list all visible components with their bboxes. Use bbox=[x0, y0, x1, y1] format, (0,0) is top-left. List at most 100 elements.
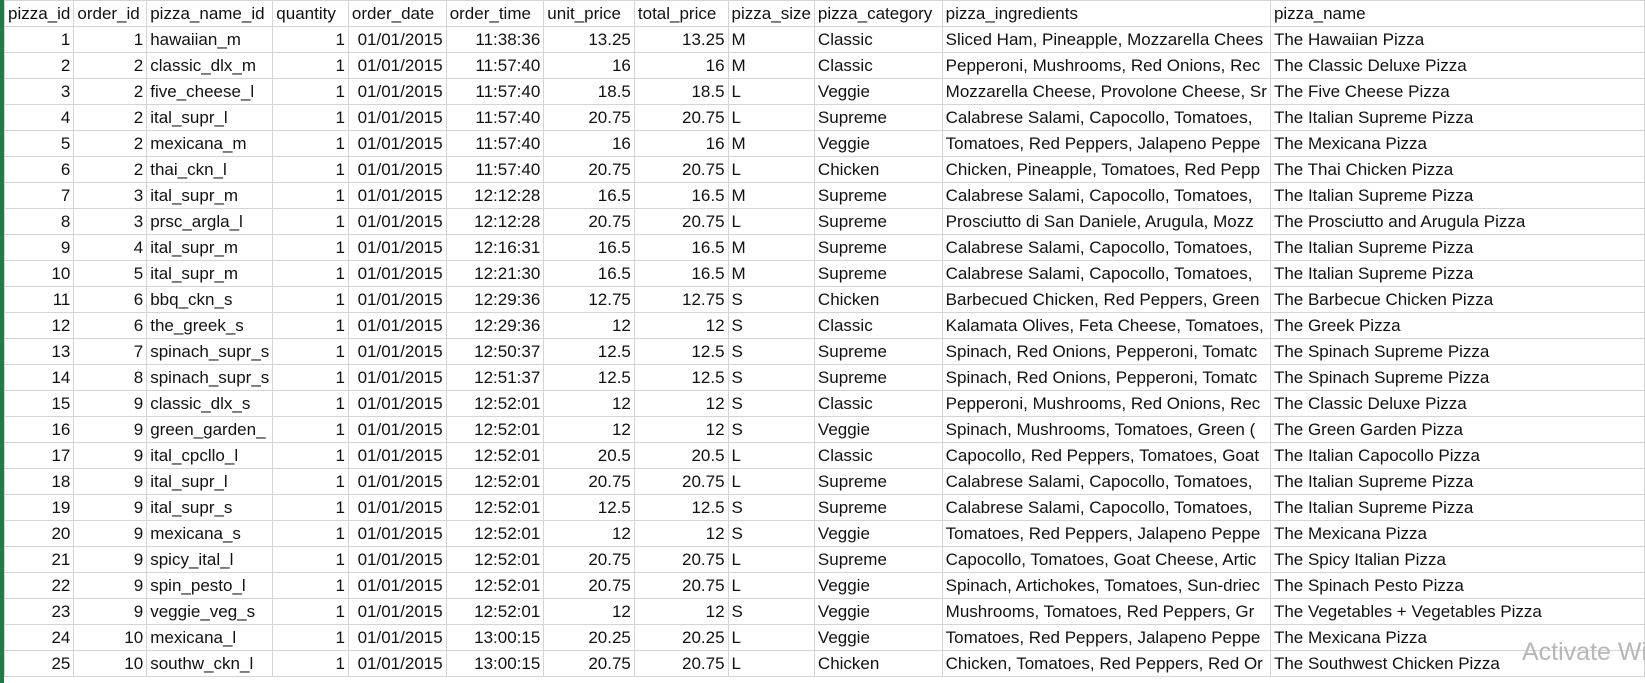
cell-order-date[interactable]: 01/01/2015 bbox=[347, 598, 447, 625]
cell-pizza-name[interactable]: The Spinach Supreme Pizza bbox=[1269, 364, 1645, 391]
cell-pizza-size[interactable]: S bbox=[727, 286, 815, 313]
cell-unit-price[interactable]: 12 bbox=[543, 520, 635, 547]
cell-unit-price[interactable]: 20.75 bbox=[543, 156, 635, 183]
cell-quantity[interactable]: 1 bbox=[272, 312, 349, 339]
cell-pizza-name[interactable]: The Classic Deluxe Pizza bbox=[1269, 52, 1645, 79]
cell-pizza-ingredients[interactable]: Tomatoes, Red Peppers, Jalapeno Peppe bbox=[941, 130, 1271, 157]
cell-order-id[interactable]: 9 bbox=[73, 390, 148, 417]
cell-order-id[interactable]: 8 bbox=[73, 364, 148, 391]
cell-unit-price[interactable]: 20.75 bbox=[543, 208, 635, 235]
cell-pizza-name-id[interactable]: the_greek_s bbox=[146, 312, 274, 339]
cell-pizza-name[interactable]: The Prosciutto and Arugula Pizza bbox=[1269, 208, 1645, 235]
cell-pizza-category[interactable]: Classic bbox=[813, 390, 943, 417]
cell-pizza-id[interactable]: 10 bbox=[3, 260, 75, 287]
cell-quantity[interactable]: 1 bbox=[272, 390, 349, 417]
cell-pizza-size[interactable]: L bbox=[727, 650, 815, 677]
cell-total-price[interactable]: 16.5 bbox=[633, 182, 729, 209]
cell-pizza-size[interactable]: M bbox=[727, 52, 815, 79]
cell-total-price[interactable]: 20.75 bbox=[633, 156, 729, 183]
cell-order-id[interactable]: 3 bbox=[73, 182, 148, 209]
cell-pizza-size[interactable]: S bbox=[727, 494, 815, 521]
column-header-pizza-name[interactable]: pizza_name bbox=[1269, 0, 1645, 27]
cell-order-date[interactable]: 01/01/2015 bbox=[347, 156, 447, 183]
cell-order-id[interactable]: 3 bbox=[73, 208, 148, 235]
cell-pizza-category[interactable]: Classic bbox=[813, 26, 943, 53]
cell-unit-price[interactable]: 20.25 bbox=[543, 624, 635, 651]
cell-pizza-name[interactable]: The Spicy Italian Pizza bbox=[1269, 546, 1645, 573]
cell-pizza-name-id[interactable]: spicy_ital_l bbox=[146, 546, 274, 573]
cell-pizza-id[interactable]: 20 bbox=[3, 520, 75, 547]
cell-unit-price[interactable]: 12.75 bbox=[543, 286, 635, 313]
cell-pizza-name[interactable]: The Mexicana Pizza bbox=[1269, 130, 1645, 157]
cell-order-time[interactable]: 12:21:30 bbox=[445, 260, 545, 287]
cell-pizza-category[interactable]: Veggie bbox=[813, 520, 943, 547]
cell-pizza-ingredients[interactable]: Kalamata Olives, Feta Cheese, Tomatoes, bbox=[941, 312, 1271, 339]
cell-pizza-name-id[interactable]: classic_dlx_m bbox=[146, 52, 274, 79]
cell-pizza-size[interactable]: L bbox=[727, 572, 815, 599]
cell-order-time[interactable]: 12:29:36 bbox=[445, 312, 545, 339]
cell-pizza-name[interactable]: The Spinach Pesto Pizza bbox=[1269, 572, 1645, 599]
cell-unit-price[interactable]: 12 bbox=[543, 312, 635, 339]
cell-order-time[interactable]: 12:51:37 bbox=[445, 364, 545, 391]
column-header-pizza-name-id[interactable]: pizza_name_id bbox=[146, 0, 274, 27]
cell-order-id[interactable]: 6 bbox=[73, 286, 148, 313]
cell-pizza-size[interactable]: L bbox=[727, 78, 815, 105]
cell-pizza-id[interactable]: 21 bbox=[3, 546, 75, 573]
cell-pizza-name-id[interactable]: prsc_argla_l bbox=[146, 208, 274, 235]
cell-pizza-name[interactable]: The Vegetables + Vegetables Pizza bbox=[1269, 598, 1645, 625]
cell-pizza-size[interactable]: M bbox=[727, 260, 815, 287]
cell-pizza-category[interactable]: Classic bbox=[813, 312, 943, 339]
cell-total-price[interactable]: 20.75 bbox=[633, 104, 729, 131]
cell-order-id[interactable]: 4 bbox=[73, 234, 148, 261]
cell-order-date[interactable]: 01/01/2015 bbox=[347, 26, 447, 53]
column-header-unit-price[interactable]: unit_price bbox=[543, 0, 635, 27]
cell-pizza-ingredients[interactable]: Calabrese Salami, Capocollo, Tomatoes, bbox=[941, 104, 1271, 131]
cell-order-time[interactable]: 13:00:15 bbox=[445, 650, 545, 677]
cell-pizza-category[interactable]: Veggie bbox=[813, 572, 943, 599]
cell-pizza-category[interactable]: Veggie bbox=[813, 416, 943, 443]
cell-pizza-ingredients[interactable]: Tomatoes, Red Peppers, Jalapeno Peppe bbox=[941, 624, 1271, 651]
cell-unit-price[interactable]: 20.75 bbox=[543, 572, 635, 599]
cell-pizza-category[interactable]: Supreme bbox=[813, 260, 943, 287]
cell-order-id[interactable]: 7 bbox=[73, 338, 148, 365]
cell-pizza-size[interactable]: S bbox=[727, 390, 815, 417]
cell-pizza-name-id[interactable]: mexicana_m bbox=[146, 130, 274, 157]
cell-total-price[interactable]: 12.5 bbox=[633, 364, 729, 391]
cell-quantity[interactable]: 1 bbox=[272, 182, 349, 209]
cell-pizza-size[interactable]: S bbox=[727, 598, 815, 625]
cell-pizza-id[interactable]: 22 bbox=[3, 572, 75, 599]
cell-pizza-name-id[interactable]: ital_cpcllo_l bbox=[146, 442, 274, 469]
cell-pizza-category[interactable]: Veggie bbox=[813, 598, 943, 625]
cell-unit-price[interactable]: 20.75 bbox=[543, 546, 635, 573]
cell-total-price[interactable]: 13.25 bbox=[633, 26, 729, 53]
cell-order-id[interactable]: 6 bbox=[73, 312, 148, 339]
cell-pizza-category[interactable]: Veggie bbox=[813, 130, 943, 157]
column-header-pizza-category[interactable]: pizza_category bbox=[813, 0, 943, 27]
column-header-order-id[interactable]: order_id bbox=[73, 0, 148, 27]
cell-pizza-name-id[interactable]: spinach_supr_s bbox=[146, 364, 274, 391]
cell-order-date[interactable]: 01/01/2015 bbox=[347, 416, 447, 443]
cell-order-date[interactable]: 01/01/2015 bbox=[347, 494, 447, 521]
cell-pizza-size[interactable]: S bbox=[727, 364, 815, 391]
cell-pizza-name[interactable]: The Five Cheese Pizza bbox=[1269, 78, 1645, 105]
cell-pizza-category[interactable]: Supreme bbox=[813, 338, 943, 365]
cell-pizza-id[interactable]: 16 bbox=[3, 416, 75, 443]
cell-quantity[interactable]: 1 bbox=[272, 520, 349, 547]
cell-order-date[interactable]: 01/01/2015 bbox=[347, 182, 447, 209]
cell-order-time[interactable]: 11:38:36 bbox=[445, 26, 545, 53]
cell-pizza-ingredients[interactable]: Calabrese Salami, Capocollo, Tomatoes, bbox=[941, 494, 1271, 521]
cell-order-id[interactable]: 2 bbox=[73, 52, 148, 79]
cell-pizza-name-id[interactable]: ital_supr_m bbox=[146, 234, 274, 261]
cell-pizza-name[interactable]: The Italian Capocollo Pizza bbox=[1269, 442, 1645, 469]
cell-pizza-name-id[interactable]: green_garden_ bbox=[146, 416, 274, 443]
cell-order-id[interactable]: 1 bbox=[73, 26, 148, 53]
cell-pizza-ingredients[interactable]: Calabrese Salami, Capocollo, Tomatoes, bbox=[941, 182, 1271, 209]
cell-pizza-category[interactable]: Supreme bbox=[813, 208, 943, 235]
cell-order-time[interactable]: 12:52:01 bbox=[445, 390, 545, 417]
cell-quantity[interactable]: 1 bbox=[272, 650, 349, 677]
cell-pizza-name[interactable]: The Green Garden Pizza bbox=[1269, 416, 1645, 443]
cell-order-time[interactable]: 12:52:01 bbox=[445, 416, 545, 443]
cell-order-time[interactable]: 11:57:40 bbox=[445, 52, 545, 79]
cell-pizza-category[interactable]: Classic bbox=[813, 442, 943, 469]
cell-pizza-ingredients[interactable]: Capocollo, Tomatoes, Goat Cheese, Artic bbox=[941, 546, 1271, 573]
